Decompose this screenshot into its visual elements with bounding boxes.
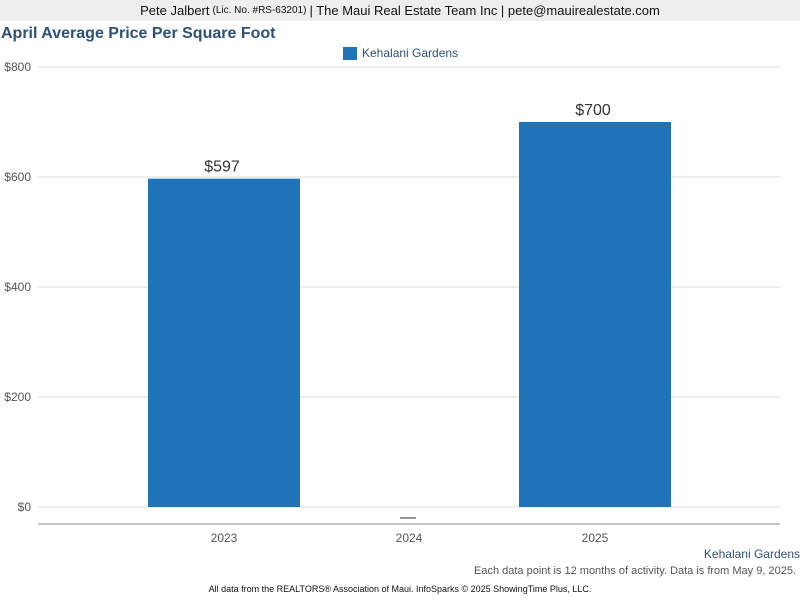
y-tick-label: $200 bbox=[4, 390, 31, 404]
chart-title: April Average Price Per Square Foot bbox=[1, 25, 276, 42]
legend-label: Kehalani Gardens bbox=[362, 46, 459, 60]
agent-name: Pete Jalbert bbox=[140, 3, 210, 18]
y-tick-label: $600 bbox=[4, 170, 31, 184]
data-label: $700 bbox=[575, 102, 611, 119]
x-tick-label: 2024 bbox=[396, 531, 423, 545]
footnote: Each data point is 12 months of activity… bbox=[473, 565, 796, 577]
legend-swatch bbox=[343, 46, 357, 60]
data-source: All data from the REALTORS® Association … bbox=[208, 584, 592, 594]
data-label: $597 bbox=[204, 159, 240, 176]
license-number: (Lic. No. #RS-63201) bbox=[212, 5, 307, 16]
legend[interactable]: Kehalani Gardens bbox=[343, 46, 458, 60]
y-tick-label: $400 bbox=[4, 280, 31, 294]
x-tick-label: 2023 bbox=[211, 531, 238, 545]
bar-chart: $0 $200 $400 $600 $800 $597 2023 — 2024 $700 2025 bbox=[4, 60, 780, 545]
company-contact: | The Maui Real Estate Team Inc | pete@m… bbox=[309, 3, 660, 18]
missing-value-marker: — bbox=[400, 509, 416, 526]
y-tick-label: $0 bbox=[18, 500, 32, 514]
x-tick-label: 2025 bbox=[582, 531, 609, 545]
y-tick-label: $800 bbox=[4, 60, 31, 74]
bar bbox=[519, 122, 671, 507]
agent-header-bar: Pete Jalbert (Lic. No. #RS-63201) | The … bbox=[0, 0, 800, 21]
series-caption[interactable]: Kehalani Gardens bbox=[703, 547, 800, 561]
bar bbox=[148, 178, 300, 507]
